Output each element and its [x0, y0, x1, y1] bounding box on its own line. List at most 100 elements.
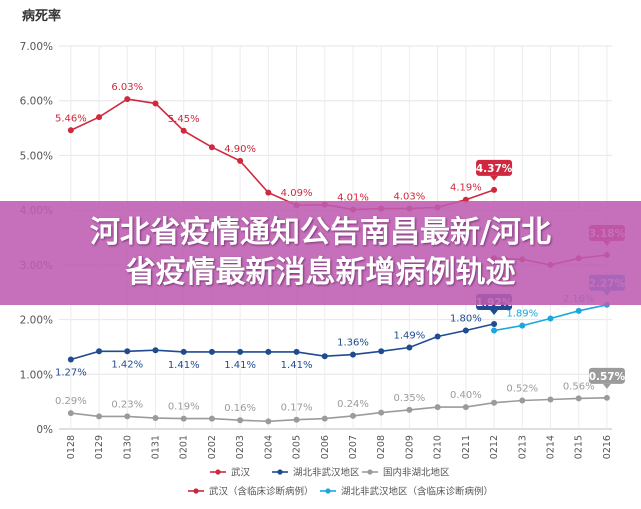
data-label: 5.46%	[55, 113, 87, 124]
data-label: 0.16%	[224, 403, 256, 414]
svg-text:国内非湖北地区: 国内非湖北地区	[383, 467, 450, 479]
data-label: 1.27%	[55, 368, 87, 379]
data-label: 4.19%	[450, 183, 482, 194]
data-point	[293, 348, 300, 355]
data-point	[491, 399, 498, 406]
data-point	[124, 413, 131, 420]
data-point	[152, 347, 159, 354]
banner-line-1: 河北省疫情通知公告南昌最新/河北	[90, 215, 551, 250]
data-point	[265, 418, 272, 425]
x-tick-label: 0215	[574, 435, 585, 459]
data-point	[547, 396, 554, 403]
data-label: 0.35%	[394, 393, 426, 404]
x-tick-label: 0131	[150, 435, 161, 459]
data-label: 0.17%	[281, 403, 313, 414]
x-tick-label: 0201	[179, 435, 190, 459]
y-tick-label: 0%	[36, 424, 53, 436]
x-tick-label: 0214	[545, 435, 556, 459]
data-point	[349, 412, 356, 419]
x-tick-label: 0208	[376, 435, 387, 459]
data-point	[378, 409, 385, 416]
x-tick-label: 0205	[292, 435, 303, 459]
data-point	[152, 100, 159, 107]
data-point	[152, 415, 159, 422]
data-point	[462, 327, 469, 334]
data-label: 4.90%	[224, 144, 256, 155]
data-point	[237, 417, 244, 424]
data-point	[321, 415, 328, 422]
banner-line-2: 省疫情最新消息新增病例轨迹	[125, 255, 516, 290]
x-tick-label: 0212	[489, 435, 500, 459]
y-tick-label: 2.00%	[20, 315, 53, 327]
data-label: 4.01%	[337, 193, 369, 204]
data-label: 1.41%	[281, 360, 313, 371]
data-point	[547, 315, 554, 322]
x-tick-label: 0203	[235, 435, 246, 459]
series-line	[70, 397, 607, 423]
x-tick-label: 0204	[263, 435, 274, 459]
data-label: 1.42%	[111, 359, 143, 370]
data-point	[462, 404, 469, 411]
data-point	[491, 320, 498, 327]
x-axis-ticks: 0128 0129 0130 0131 0201 0202 0203 0204 0205 0206…	[66, 435, 613, 459]
data-label: 1.80%	[450, 314, 482, 325]
data-label: 1.49%	[394, 330, 426, 341]
data-point	[67, 356, 74, 363]
x-tick-label: 0210	[433, 435, 444, 459]
data-point	[434, 333, 441, 340]
data-label: 1.89%	[506, 309, 538, 320]
data-point	[434, 404, 441, 411]
data-point	[67, 127, 74, 134]
data-label: 0.24%	[337, 399, 369, 410]
data-label: 0.19%	[168, 402, 200, 413]
data-point	[124, 348, 131, 355]
data-label: 0.52%	[506, 384, 538, 395]
x-tick-label: 0216	[602, 435, 613, 459]
data-point	[208, 348, 215, 355]
data-point	[321, 353, 328, 360]
x-tick-label: 0213	[517, 435, 528, 459]
data-point	[519, 397, 526, 404]
data-label: 5.45%	[168, 114, 200, 125]
data-point	[208, 415, 215, 422]
x-tick-label: 0209	[404, 435, 415, 459]
data-label: 1.41%	[168, 360, 200, 371]
x-tick-label: 0202	[207, 435, 218, 459]
legend-item: 武汉	[210, 467, 251, 479]
data-point	[180, 348, 187, 355]
y-tick-label: 6.00%	[20, 96, 53, 108]
y-tick-label: 1.00%	[20, 369, 53, 381]
data-point	[575, 307, 582, 314]
data-label: 0.40%	[450, 390, 482, 401]
data-label: 1.36%	[337, 338, 369, 349]
data-point	[406, 406, 413, 413]
data-label: 0.29%	[55, 396, 87, 407]
svg-text:4.37%: 4.37%	[476, 163, 513, 175]
chart-title: 病死率	[22, 8, 61, 24]
svg-text:武汉（含临床诊断病例）: 武汉（含临床诊断病例）	[209, 486, 314, 498]
x-tick-label: 0211	[461, 435, 472, 459]
data-label: 1.41%	[224, 360, 256, 371]
data-label: 0.23%	[111, 399, 143, 410]
data-point	[406, 344, 413, 351]
y-tick-label: 5.00%	[20, 150, 53, 162]
legend-item: 武汉（含临床诊断病例）	[188, 486, 314, 498]
data-point	[237, 157, 244, 164]
data-point	[349, 351, 356, 358]
svg-text:武汉: 武汉	[231, 467, 251, 479]
data-point	[67, 410, 74, 417]
legend-item: 国内非湖北地区	[362, 467, 450, 479]
x-tick-label: 0128	[66, 435, 77, 459]
legend-item: 湖北非武汉地区（含临床诊断病例）	[320, 486, 493, 498]
svg-text:湖北非武汉地区: 湖北非武汉地区	[293, 467, 360, 479]
x-tick-label: 0206	[320, 435, 331, 459]
data-point	[237, 348, 244, 355]
value-badge: 0.57%	[589, 367, 626, 389]
svg-text:湖北非武汉地区（含临床诊断病例）: 湖北非武汉地区（含临床诊断病例）	[341, 486, 493, 498]
legend-item: 湖北非武汉地区	[272, 467, 360, 479]
data-point	[96, 348, 103, 355]
data-point	[96, 413, 103, 420]
data-point	[208, 144, 215, 151]
data-label: 0.56%	[563, 381, 595, 392]
